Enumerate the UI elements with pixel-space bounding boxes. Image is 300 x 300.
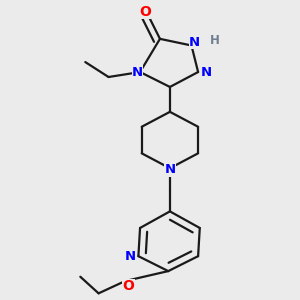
Text: O: O (139, 5, 151, 19)
Text: H: H (210, 34, 220, 47)
Text: N: N (124, 250, 136, 263)
Text: N: N (189, 36, 200, 49)
Text: N: N (132, 65, 143, 79)
Text: N: N (201, 65, 212, 79)
Text: N: N (164, 164, 175, 176)
Text: O: O (122, 279, 134, 293)
